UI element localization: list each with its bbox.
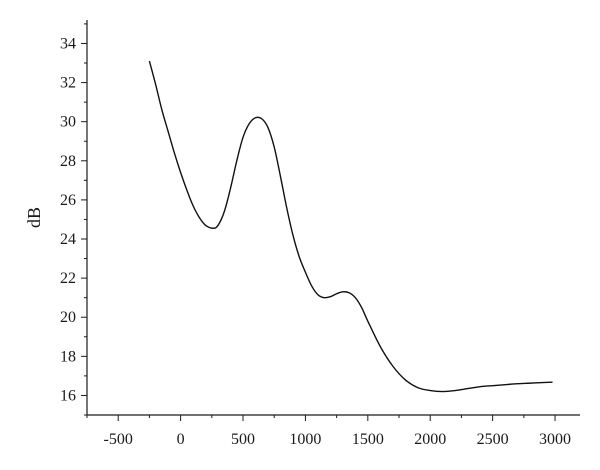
y-tick-label: 22 — [60, 270, 76, 287]
x-tick-label: 2500 — [477, 431, 509, 448]
x-tick-label: 500 — [231, 431, 255, 448]
x-tick-label: 1500 — [352, 431, 384, 448]
y-tick-label: 28 — [60, 153, 76, 170]
y-tick-label: 30 — [60, 114, 76, 131]
y-tick-label: 32 — [60, 75, 76, 92]
y-tick-label: 18 — [60, 348, 76, 365]
y-tick-label: 34 — [60, 35, 76, 52]
x-tick-label: 2000 — [414, 431, 446, 448]
y-tick-label: 20 — [60, 309, 76, 326]
x-axis: -500 0 500 1000 1500 2000 2500 3000 — [86, 414, 580, 448]
y-axis-label: dB — [24, 207, 44, 228]
series-layer — [148, 60, 553, 393]
series-line-0 — [148, 60, 553, 393]
x-tick-label: -500 — [104, 431, 133, 448]
x-tick-label: 3000 — [539, 431, 571, 448]
y-tick-label: 16 — [60, 387, 76, 404]
y-tick-label: 26 — [60, 192, 76, 209]
y-axis: 16 18 20 22 24 26 28 30 32 34 — [60, 20, 88, 416]
x-tick-label: 0 — [177, 431, 185, 448]
x-tick-label: 1000 — [289, 431, 321, 448]
y-tick-label: 24 — [60, 231, 76, 248]
